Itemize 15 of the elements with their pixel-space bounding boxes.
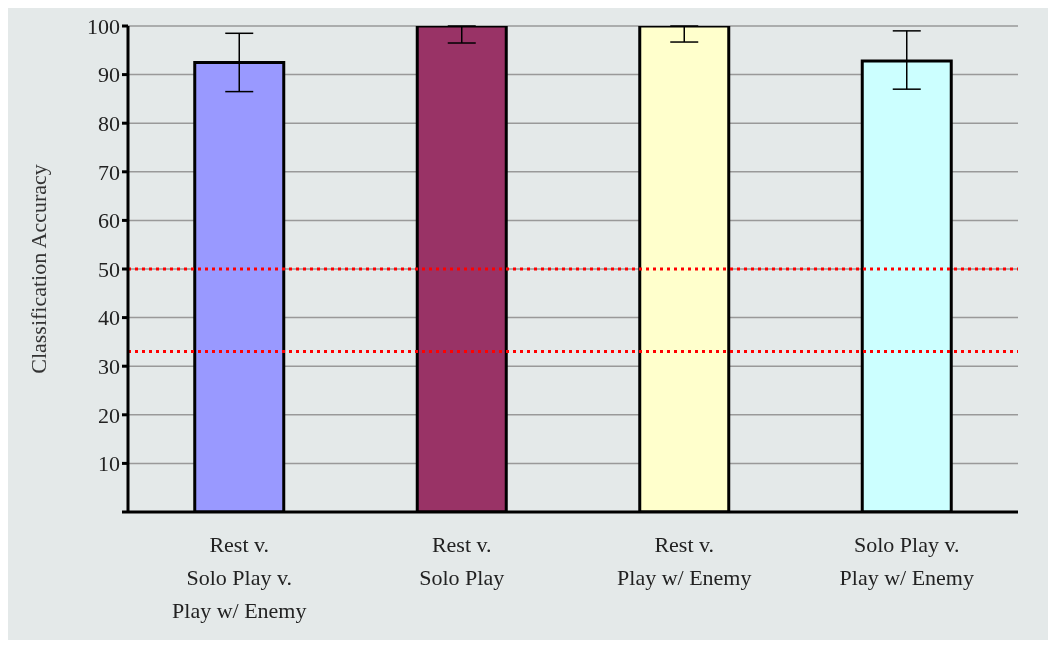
y-tick-label: 90 [98, 62, 120, 88]
y-tick-label: 10 [98, 451, 120, 477]
y-axis-title: Classification Accuracy [25, 164, 51, 374]
x-tick-label: Rest v. Play w/ Enemy [617, 532, 752, 590]
y-tick-label: 30 [98, 354, 120, 380]
y-tick-label: 100 [87, 13, 120, 39]
y-tick-label: 80 [98, 111, 120, 137]
y-tick-label: 70 [98, 159, 120, 185]
y-tick-label: 20 [98, 402, 120, 428]
y-tick-label: 60 [98, 208, 120, 234]
y-tick-label: 40 [98, 305, 120, 331]
x-tick-label: Rest v. Solo Play v. Play w/ Enemy [172, 532, 307, 623]
y-tick-label: 50 [98, 256, 120, 282]
x-tick-label: Rest v. Solo Play [419, 532, 505, 590]
x-tick-label: Solo Play v. Play w/ Enemy [839, 532, 974, 590]
